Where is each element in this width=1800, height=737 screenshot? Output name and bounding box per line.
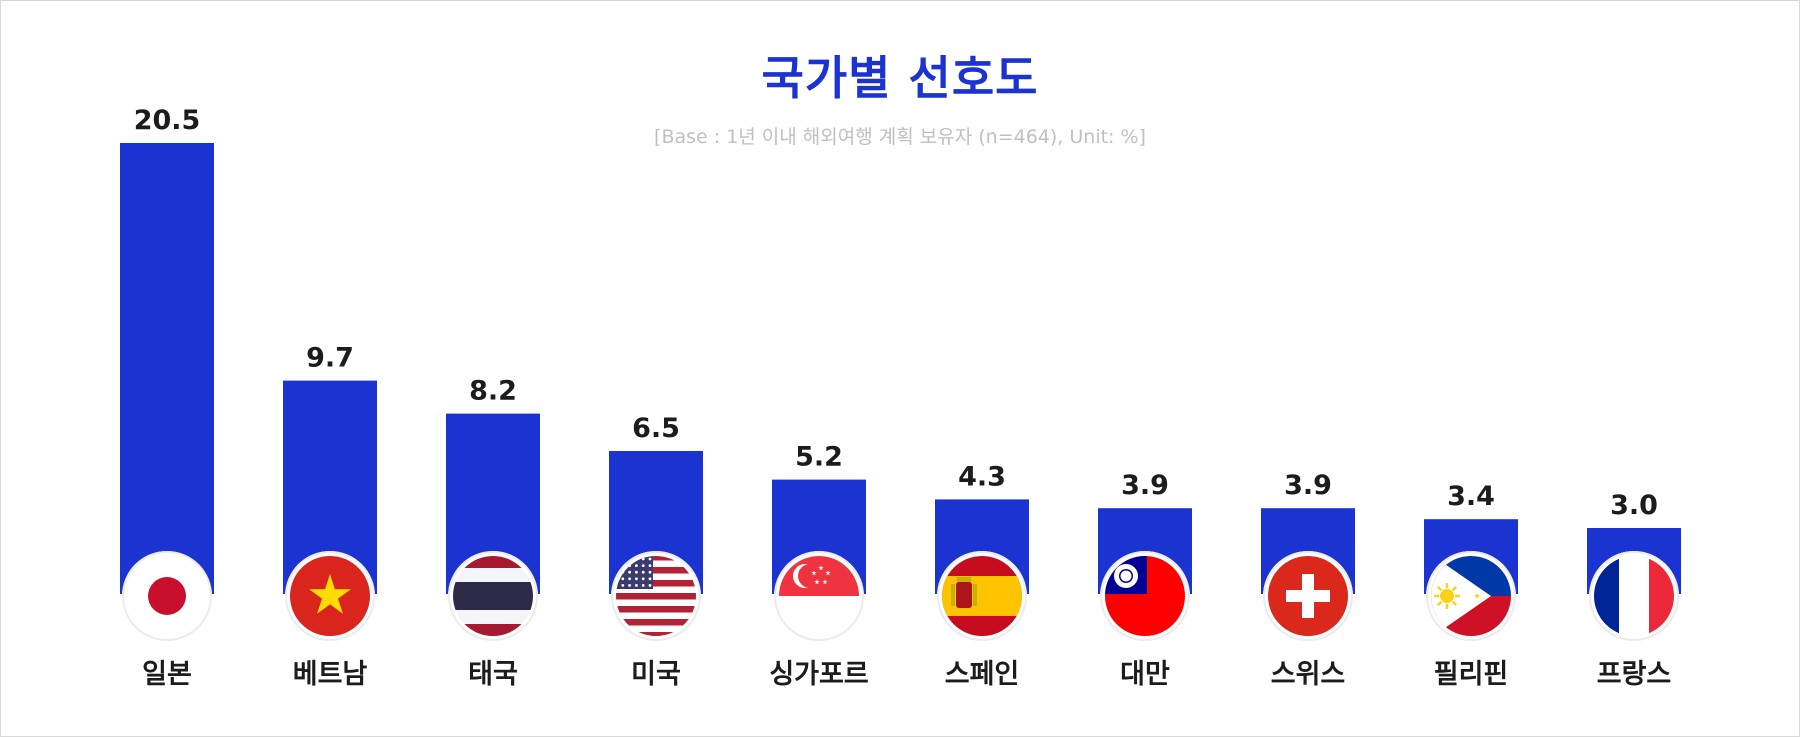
spain-flag-icon	[937, 551, 1027, 641]
singapore-flag-icon	[774, 551, 864, 641]
philippines-flag-icon	[1426, 551, 1516, 641]
value-label-2: 9.7	[306, 343, 354, 374]
value-label-8: 3.9	[1284, 470, 1332, 501]
bar-1	[120, 143, 214, 594]
value-label-4: 6.5	[632, 413, 680, 444]
value-label-7: 3.9	[1121, 470, 1169, 501]
category-label-7: 대만	[1120, 659, 1170, 690]
category-label-5: 싱가포르	[769, 659, 868, 690]
value-label-3: 8.2	[469, 376, 517, 407]
category-label-9: 필리핀	[1434, 659, 1509, 690]
japan-flag-icon	[122, 551, 212, 641]
value-label-9: 3.4	[1447, 481, 1495, 512]
chart-subtitle: [Base : 1년 이내 해외여행 계획 보유자 (n=464), Unit:…	[654, 126, 1146, 148]
category-label-2: 베트남	[293, 659, 368, 690]
value-label-6: 4.3	[958, 461, 1006, 492]
taiwan-flag-icon	[1100, 551, 1190, 641]
thailand-flag-icon	[448, 551, 538, 641]
category-label-8: 스위스	[1271, 659, 1346, 690]
category-label-10: 프랑스	[1597, 659, 1672, 690]
category-label-1: 일본	[142, 659, 192, 690]
value-label-10: 3.0	[1610, 490, 1658, 521]
switzerland-flag-icon	[1263, 551, 1353, 641]
vietnam-flag-icon	[285, 551, 375, 641]
value-label-5: 5.2	[795, 442, 843, 473]
usa-flag-icon	[611, 551, 701, 641]
category-label-6: 스페인	[945, 659, 1020, 690]
chart-title: 국가별 선호도	[761, 51, 1039, 105]
value-label-1: 20.5	[134, 105, 201, 136]
france-flag-icon	[1589, 551, 1679, 641]
category-label-4: 미국	[631, 659, 681, 690]
category-label-3: 태국	[468, 659, 518, 690]
